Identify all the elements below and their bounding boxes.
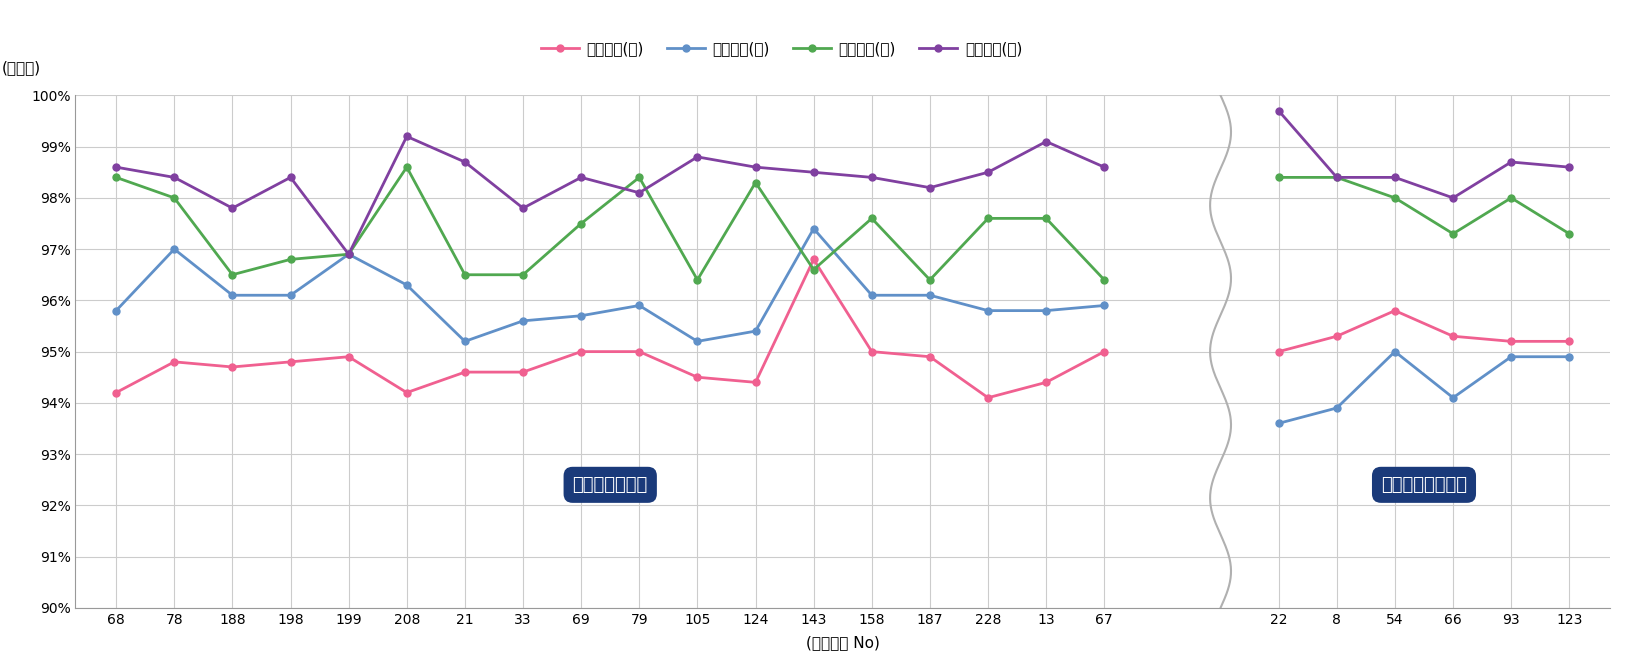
- 西条道路(株): [106, 163, 125, 171]
- 三星道路(株): [572, 348, 592, 356]
- 中央道路(株): [687, 337, 707, 345]
- 中央道路(株): [1037, 307, 1056, 315]
- 三星道路(株): [861, 348, 881, 356]
- 中央道路(株): [396, 281, 416, 289]
- 中央道路(株): [804, 225, 824, 233]
- 協和道路(株): [455, 271, 474, 279]
- 協和道路(株): [223, 271, 242, 279]
- 中央道路(株): [1095, 301, 1115, 309]
- 西条道路(株): [396, 132, 416, 140]
- Line: 協和道路(株): 協和道路(株): [112, 164, 1108, 283]
- 協和道路(株): [1037, 214, 1056, 222]
- 三星道路(株): [514, 368, 533, 376]
- 協和道路(株): [1095, 276, 1115, 284]
- 三星道路(株): [920, 352, 939, 360]
- 西条道路(株): [514, 204, 533, 212]
- 三星道路(株): [396, 388, 416, 396]
- X-axis label: (市の入札 No): (市の入札 No): [806, 635, 879, 650]
- 中央道路(株): [223, 291, 242, 299]
- 西条道路(株): [340, 250, 359, 258]
- 協和道路(株): [106, 174, 125, 182]
- 三星道路(株): [223, 363, 242, 371]
- 西条道路(株): [978, 168, 998, 176]
- 協和道路(株): [746, 178, 765, 186]
- 西条道路(株): [629, 189, 648, 197]
- 三星道路(株): [281, 358, 301, 366]
- 協和道路(株): [572, 219, 592, 227]
- 西条道路(株): [455, 158, 474, 166]
- 三星道路(株): [106, 388, 125, 396]
- 協和道路(株): [629, 174, 648, 182]
- 西条道路(株): [687, 153, 707, 161]
- 中央道路(株): [106, 307, 125, 315]
- 三星道路(株): [978, 394, 998, 402]
- 中央道路(株): [572, 312, 592, 320]
- 協和道路(株): [164, 194, 184, 202]
- 三星道路(株): [746, 378, 765, 386]
- 西条道路(株): [164, 174, 184, 182]
- 西条道路(株): [572, 174, 592, 182]
- 西条道路(株): [746, 163, 765, 171]
- 三星道路(株): [687, 373, 707, 381]
- 中央道路(株): [920, 291, 939, 299]
- 中央道路(株): [281, 291, 301, 299]
- 三星道路(株): [455, 368, 474, 376]
- Line: 中央道路(株): 中央道路(株): [112, 225, 1108, 345]
- 中央道路(株): [514, 317, 533, 325]
- Text: (落札率): (落札率): [2, 60, 41, 75]
- Text: 三島・土居地区: 三島・土居地区: [572, 476, 648, 494]
- 中央道路(株): [340, 250, 359, 258]
- 協和道路(株): [687, 276, 707, 284]
- 三星道路(株): [1037, 378, 1056, 386]
- 三星道路(株): [1095, 348, 1115, 356]
- 協和道路(株): [340, 250, 359, 258]
- 中央道路(株): [978, 307, 998, 315]
- 協和道路(株): [396, 163, 416, 171]
- Text: 川之江・新宮地区: 川之江・新宮地区: [1381, 476, 1467, 494]
- 三星道路(株): [629, 348, 648, 356]
- 協和道路(株): [804, 265, 824, 273]
- 協和道路(株): [514, 271, 533, 279]
- 三星道路(株): [164, 358, 184, 366]
- 西条道路(株): [1037, 138, 1056, 146]
- 中央道路(株): [861, 291, 881, 299]
- Line: 西条道路(株): 西条道路(株): [112, 133, 1108, 258]
- 西条道路(株): [223, 204, 242, 212]
- 西条道路(株): [861, 174, 881, 182]
- 三星道路(株): [340, 352, 359, 360]
- 西条道路(株): [920, 184, 939, 192]
- 西条道路(株): [281, 174, 301, 182]
- 協和道路(株): [920, 276, 939, 284]
- 三星道路(株): [804, 255, 824, 263]
- 協和道路(株): [281, 255, 301, 263]
- 中央道路(株): [455, 337, 474, 345]
- Line: 三星道路(株): 三星道路(株): [112, 256, 1108, 401]
- 協和道路(株): [861, 214, 881, 222]
- 協和道路(株): [978, 214, 998, 222]
- 中央道路(株): [629, 301, 648, 309]
- 西条道路(株): [1095, 163, 1115, 171]
- 中央道路(株): [746, 327, 765, 335]
- 中央道路(株): [164, 245, 184, 253]
- 西条道路(株): [804, 168, 824, 176]
- Legend: 三星道路(株), 中央道路(株), 協和道路(株), 西条道路(株): 三星道路(株), 中央道路(株), 協和道路(株), 西条道路(株): [541, 41, 1022, 57]
